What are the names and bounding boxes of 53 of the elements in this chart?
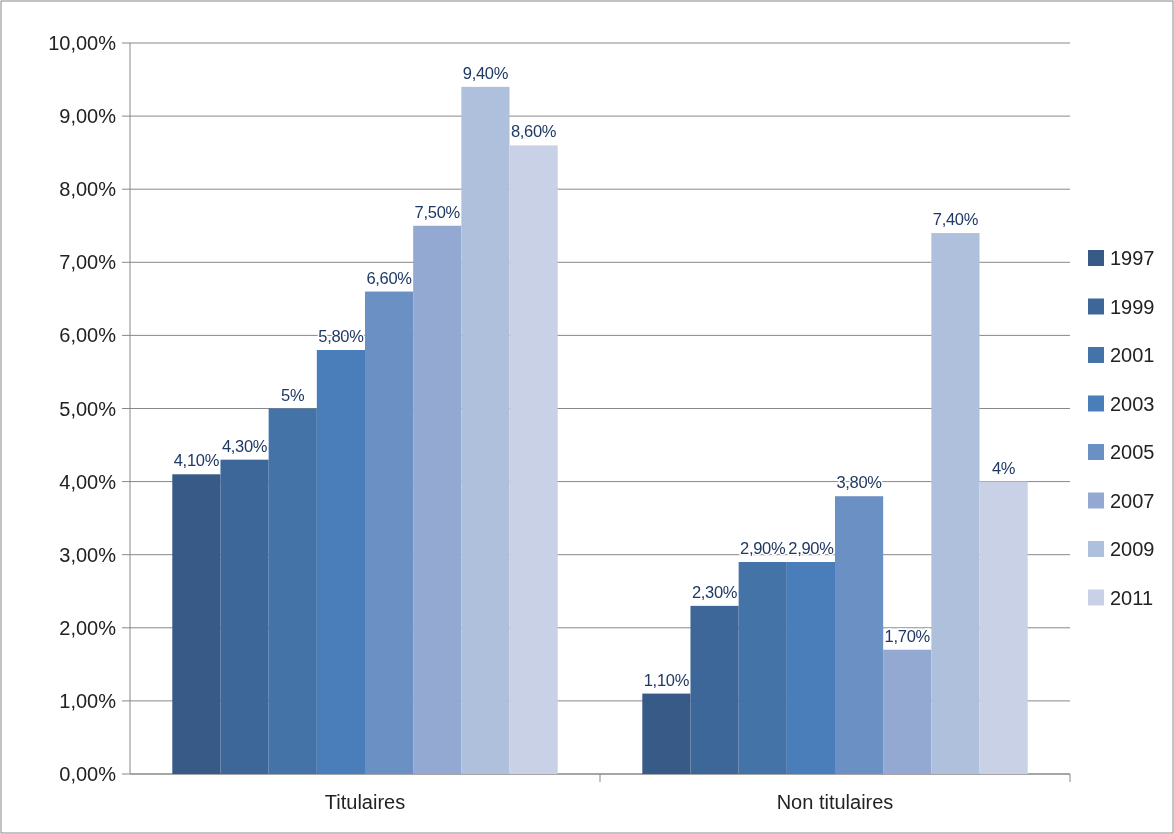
legend-label: 1999: [1110, 295, 1155, 318]
y-tick-label: 6,00%: [59, 324, 117, 347]
data-label: 7,40%: [932, 210, 979, 229]
bar: [979, 481, 1028, 774]
data-label: 5%: [281, 385, 305, 404]
bar: [172, 474, 221, 774]
bar: [509, 145, 558, 774]
y-tick-label: 4,00%: [59, 470, 117, 493]
legend-label: 2005: [1110, 441, 1155, 463]
bar: [883, 649, 932, 774]
data-label: 7,50%: [414, 202, 461, 221]
data-label: 4,10%: [173, 451, 220, 470]
bar: [413, 225, 462, 774]
data-label: 6,60%: [366, 268, 413, 287]
y-tick-label: 0,00%: [59, 763, 117, 785]
data-label: 2,90%: [740, 539, 786, 558]
bar: [786, 562, 835, 774]
data-label: 5,80%: [318, 327, 365, 346]
bar: [316, 350, 365, 774]
legend-label: 2001: [1110, 344, 1155, 366]
bar: [220, 459, 269, 774]
data-label: 2,30%: [691, 582, 738, 601]
data-label: 3,80%: [836, 473, 883, 492]
x-tick-label: Non titulaires: [776, 791, 894, 813]
bar: [738, 562, 787, 774]
bar: [268, 408, 317, 774]
bar: [642, 693, 691, 774]
y-tick-label: 8,00%: [59, 178, 117, 201]
x-tick-label: Titulaires: [324, 791, 406, 813]
y-tick-label: 3,00%: [59, 543, 117, 566]
bar: [690, 605, 739, 774]
data-label: 4%: [991, 458, 1016, 477]
bar: [461, 86, 510, 774]
y-tick-label: 7,00%: [59, 251, 117, 274]
y-tick-label: 5,00%: [59, 397, 117, 420]
legend-label: 2003: [1110, 392, 1155, 415]
data-label: 4,30%: [221, 436, 268, 455]
data-label: 2,90%: [788, 539, 835, 558]
bar: [835, 496, 884, 774]
bar: [365, 291, 414, 774]
y-tick-label: 10,00%: [48, 32, 117, 54]
data-label: 8,60%: [510, 122, 557, 141]
legend-label: 2011: [1110, 586, 1154, 609]
data-label: 1,70%: [884, 626, 931, 645]
bar: [931, 233, 980, 774]
y-tick-label: 2,00%: [59, 616, 117, 639]
legend-label: 1997: [1110, 247, 1155, 269]
legend-label: 2007: [1110, 489, 1155, 512]
y-tick-label: 1,00%: [59, 689, 117, 712]
legend-label: 2009: [1110, 538, 1155, 560]
data-label: 1,10%: [643, 670, 690, 689]
data-label: 9,40%: [462, 63, 509, 82]
y-tick-label: 9,00%: [59, 105, 117, 128]
